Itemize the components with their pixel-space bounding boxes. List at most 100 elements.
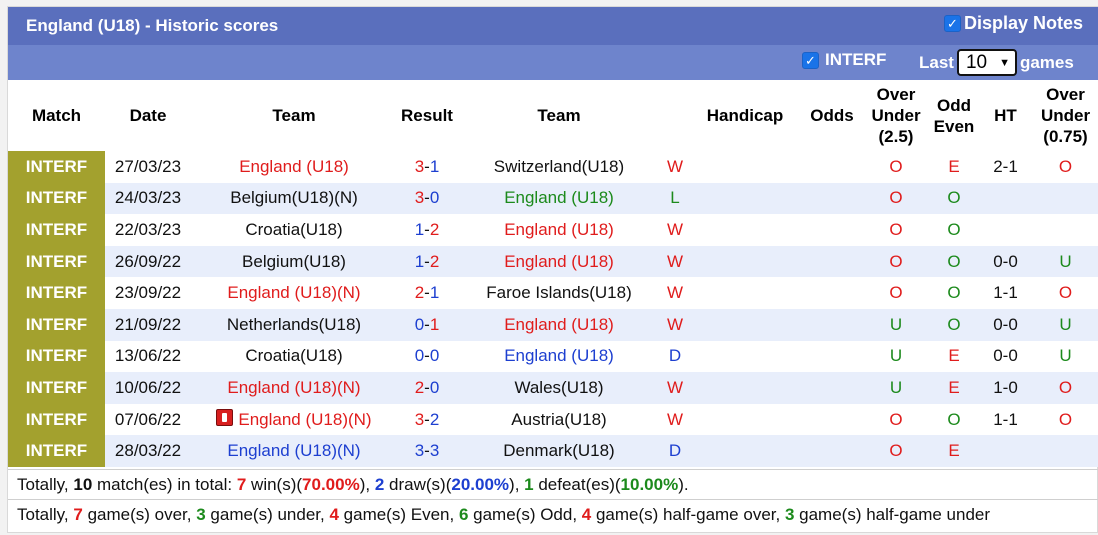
match-type[interactable]: INTERF bbox=[25, 409, 88, 429]
oe-line2: Even bbox=[933, 116, 975, 136]
away-team-link[interactable]: Switzerland(U18) bbox=[493, 156, 625, 176]
col-over-under-0-75: Over Under (0.75) bbox=[1032, 80, 1098, 151]
checkbox-checked-icon[interactable]: ✓ bbox=[802, 51, 819, 69]
home-score[interactable]: 3 bbox=[414, 409, 425, 429]
over-count: 7 bbox=[73, 505, 83, 524]
match-type[interactable]: INTERF bbox=[25, 219, 88, 239]
away-team-cell: Faroe Islands(U18) bbox=[457, 277, 661, 309]
away-team-link[interactable]: England (U18) bbox=[504, 188, 614, 208]
match-count: 10 bbox=[73, 475, 93, 494]
even-count: 4 bbox=[329, 505, 339, 524]
away-score[interactable]: 2 bbox=[429, 251, 440, 271]
date-cell: 26/09/22 bbox=[105, 245, 191, 278]
match-type[interactable]: INTERF bbox=[25, 188, 88, 208]
result-cell: 1-2 bbox=[397, 245, 457, 278]
handicap-cell bbox=[689, 245, 801, 278]
ou-line1: Over bbox=[876, 85, 916, 104]
score-separator: - bbox=[424, 441, 430, 461]
away-team-link[interactable]: England (U18) bbox=[504, 346, 614, 366]
away-team-link[interactable]: Austria(U18) bbox=[511, 409, 607, 429]
display-notes-toggle[interactable]: ✓ Display Notes bbox=[943, 13, 1083, 34]
away-team-link[interactable]: Denmark(U18) bbox=[503, 441, 615, 461]
match-type[interactable]: INTERF bbox=[25, 346, 88, 366]
over-under-value: U bbox=[889, 314, 903, 334]
ou2-line1: Over bbox=[1046, 85, 1085, 104]
half-game-over-count: 4 bbox=[581, 505, 592, 524]
over-under-ht-cell bbox=[1032, 214, 1098, 246]
summary-divider bbox=[8, 469, 1098, 470]
away-score[interactable]: 1 bbox=[429, 283, 440, 303]
col-team-away: Team bbox=[457, 80, 661, 151]
match-type-cell: INTERF bbox=[8, 277, 105, 309]
display-notes-label: Display Notes bbox=[963, 13, 1083, 33]
away-team-link[interactable]: England (U18) bbox=[504, 314, 614, 334]
home-score[interactable]: 0 bbox=[414, 314, 425, 334]
away-team-link[interactable]: Wales(U18) bbox=[514, 377, 604, 397]
home-score[interactable]: 3 bbox=[414, 188, 425, 208]
away-score[interactable]: 1 bbox=[429, 314, 440, 334]
away-team-link[interactable]: Faroe Islands(U18) bbox=[486, 283, 632, 303]
ht-cell: 1-0 bbox=[979, 372, 1032, 404]
over-under-value: O bbox=[889, 219, 903, 239]
home-team-link[interactable]: Croatia(U18) bbox=[245, 219, 343, 239]
home-team-link[interactable]: Belgium(U18)(N) bbox=[230, 188, 358, 208]
outcome: W bbox=[666, 409, 684, 429]
half-time-score: 1-1 bbox=[993, 283, 1018, 303]
match-type[interactable]: INTERF bbox=[25, 314, 88, 334]
match-type[interactable]: INTERF bbox=[25, 377, 88, 397]
over-under-cell: O bbox=[863, 182, 929, 215]
home-team-link[interactable]: Netherlands(U18) bbox=[226, 314, 362, 334]
match-type[interactable]: INTERF bbox=[25, 283, 88, 303]
odd-even-value: E bbox=[948, 377, 960, 397]
away-team-cell: Wales(U18) bbox=[457, 372, 661, 404]
home-team-link[interactable]: Croatia(U18) bbox=[245, 346, 343, 366]
away-score[interactable]: 0 bbox=[429, 188, 440, 208]
home-score[interactable]: 3 bbox=[414, 156, 425, 176]
interf-filter[interactable]: ✓ INTERF bbox=[802, 50, 886, 70]
over-under-cell: U bbox=[863, 308, 929, 341]
last-games-value: 10 bbox=[965, 51, 988, 73]
home-team-cell: Netherlands(U18) bbox=[191, 308, 397, 341]
over-under-cell: U bbox=[863, 340, 929, 373]
odd-even-value: E bbox=[948, 346, 960, 366]
handicap-cell bbox=[689, 435, 801, 467]
last-games-select[interactable]: 10 ▼ bbox=[956, 49, 1017, 76]
home-score[interactable]: 0 bbox=[414, 346, 425, 366]
home-score[interactable]: 2 bbox=[414, 283, 425, 303]
home-score[interactable]: 2 bbox=[414, 377, 425, 397]
away-score[interactable]: 0 bbox=[429, 377, 440, 397]
home-team-link[interactable]: England (U18)(N) bbox=[227, 283, 361, 303]
away-score[interactable]: 1 bbox=[429, 156, 440, 176]
handicap-cell bbox=[689, 308, 801, 341]
historic-scores-panel: England (U18) - Historic scores ✓ Displa… bbox=[7, 6, 1098, 533]
title-bar: England (U18) - Historic scores ✓ Displa… bbox=[8, 7, 1098, 45]
home-score[interactable]: 1 bbox=[414, 219, 425, 239]
away-score[interactable]: 0 bbox=[429, 346, 440, 366]
away-score[interactable]: 2 bbox=[429, 409, 440, 429]
match-type[interactable]: INTERF bbox=[25, 441, 88, 461]
handicap-cell bbox=[689, 214, 801, 246]
home-team-link[interactable]: England (U18)(N) bbox=[227, 377, 361, 397]
ht-cell: 0-0 bbox=[979, 340, 1032, 373]
home-team-link[interactable]: England (U18)(N) bbox=[238, 410, 372, 430]
ht-cell bbox=[979, 214, 1032, 246]
home-score[interactable]: 3 bbox=[414, 441, 425, 461]
away-score[interactable]: 3 bbox=[429, 441, 440, 461]
outcome-cell: W bbox=[661, 277, 689, 309]
col-handicap: Handicap bbox=[689, 80, 801, 151]
match-date: 28/03/22 bbox=[114, 441, 182, 461]
home-team-link[interactable]: England (U18) bbox=[239, 156, 349, 176]
home-score[interactable]: 1 bbox=[414, 251, 425, 271]
home-team-link[interactable]: Belgium(U18) bbox=[242, 251, 346, 271]
over-under-value: O bbox=[889, 283, 903, 303]
away-team-link[interactable]: England (U18) bbox=[504, 219, 614, 239]
match-type[interactable]: INTERF bbox=[25, 251, 88, 271]
match-type[interactable]: INTERF bbox=[25, 156, 88, 176]
away-score[interactable]: 2 bbox=[429, 219, 440, 239]
over-under-value: O bbox=[889, 188, 903, 208]
checkbox-checked-icon[interactable]: ✓ bbox=[943, 15, 961, 32]
away-team-link[interactable]: England (U18) bbox=[504, 251, 614, 271]
outcome: W bbox=[666, 283, 684, 303]
home-team-link[interactable]: England (U18)(N) bbox=[227, 441, 361, 461]
scores-table: Match Date Team Result Team Handicap Odd… bbox=[8, 80, 1098, 467]
